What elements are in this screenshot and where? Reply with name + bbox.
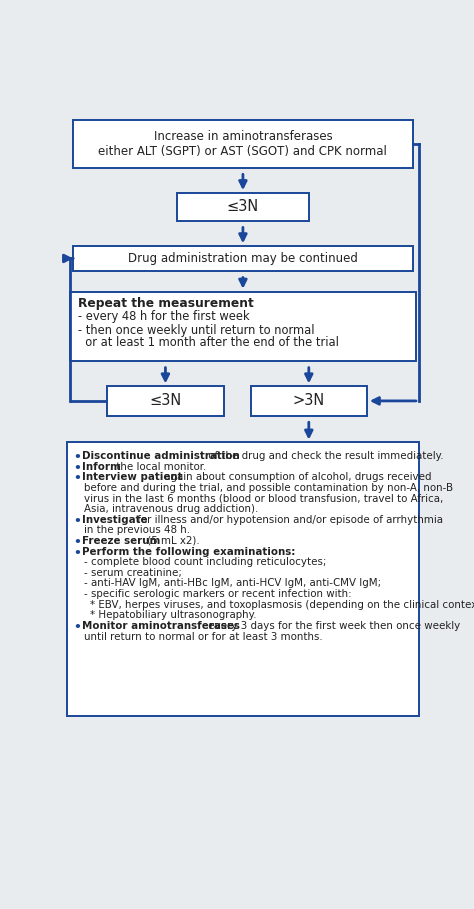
Text: •: •: [73, 451, 81, 464]
Text: Increase in aminotransferases: Increase in aminotransferases: [154, 130, 332, 144]
Text: for illness and/or hypotension and/or episode of arrhythmia: for illness and/or hypotension and/or ep…: [134, 514, 443, 524]
Bar: [73, 120, 413, 167]
Text: - then once weekly until return to normal: - then once weekly until return to norma…: [78, 324, 314, 336]
Bar: [67, 443, 419, 716]
Bar: [177, 193, 309, 221]
Text: Perform the following examinations:: Perform the following examinations:: [82, 546, 295, 556]
Bar: [70, 292, 416, 361]
Text: •: •: [73, 462, 81, 474]
Text: - serum creatinine;: - serum creatinine;: [84, 568, 182, 578]
Bar: [251, 386, 367, 415]
Text: Discontinue administration: Discontinue administration: [82, 451, 239, 461]
Text: * EBV, herpes viruses, and toxoplasmosis (depending on the clinical context),: * EBV, herpes viruses, and toxoplasmosis…: [90, 600, 474, 610]
Text: Asia, intravenous drug addiction).: Asia, intravenous drug addiction).: [84, 504, 258, 514]
Text: Drug administration may be continued: Drug administration may be continued: [128, 252, 358, 265]
Text: - anti-HAV IgM, anti-HBᴄ IgM, anti-HCV IgM, anti-CMV IgM;: - anti-HAV IgM, anti-HBᴄ IgM, anti-HCV I…: [84, 578, 381, 588]
Text: - every 48 h for the first week: - every 48 h for the first week: [78, 311, 249, 324]
Text: >3N: >3N: [292, 394, 325, 408]
Text: the local monitor.: the local monitor.: [113, 462, 206, 472]
Text: before and during the trial, and possible contamination by non-A, non-B: before and during the trial, and possibl…: [84, 483, 453, 493]
Text: either ALT (SGPT) or AST (SGOT) and CPK normal: either ALT (SGPT) or AST (SGOT) and CPK …: [99, 145, 387, 158]
Text: Freeze serum: Freeze serum: [82, 536, 160, 546]
Text: Repeat the measurement: Repeat the measurement: [78, 296, 254, 310]
Text: Inform: Inform: [82, 462, 120, 472]
Text: •: •: [73, 536, 81, 549]
Text: •: •: [73, 514, 81, 528]
Text: * Hepatobiliary ultrasonography.: * Hepatobiliary ultrasonography.: [90, 610, 257, 620]
Text: or at least 1 month after the end of the trial: or at least 1 month after the end of the…: [78, 336, 339, 349]
Text: ≤3N: ≤3N: [149, 394, 182, 408]
Text: (5 mL x2).: (5 mL x2).: [144, 536, 199, 546]
Bar: [73, 246, 413, 271]
Text: Interview patient: Interview patient: [82, 472, 182, 482]
Text: of the drug and check the result immediately.: of the drug and check the result immedia…: [205, 451, 444, 461]
Text: - specific serologic markers or recent infection with:: - specific serologic markers or recent i…: [84, 589, 352, 599]
Text: in the previous 48 h.: in the previous 48 h.: [84, 525, 190, 535]
Text: until return to normal or for at least 3 months.: until return to normal or for at least 3…: [84, 632, 323, 642]
Bar: [107, 386, 224, 415]
Text: •: •: [73, 621, 81, 634]
Text: ≤3N: ≤3N: [227, 199, 259, 215]
Text: •: •: [73, 472, 81, 485]
Text: virus in the last 6 months (blood or blood transfusion, travel to Africa,: virus in the last 6 months (blood or blo…: [84, 494, 443, 504]
Text: again about consumption of alcohol, drugs received: again about consumption of alcohol, drug…: [161, 472, 431, 482]
Text: every 3 days for the first week then once weekly: every 3 days for the first week then onc…: [205, 621, 460, 631]
Text: - complete blood count including reticulocytes;: - complete blood count including reticul…: [84, 557, 327, 567]
Text: •: •: [73, 546, 81, 560]
Text: Investigate: Investigate: [82, 514, 147, 524]
Text: Monitor aminotransferases: Monitor aminotransferases: [82, 621, 239, 631]
